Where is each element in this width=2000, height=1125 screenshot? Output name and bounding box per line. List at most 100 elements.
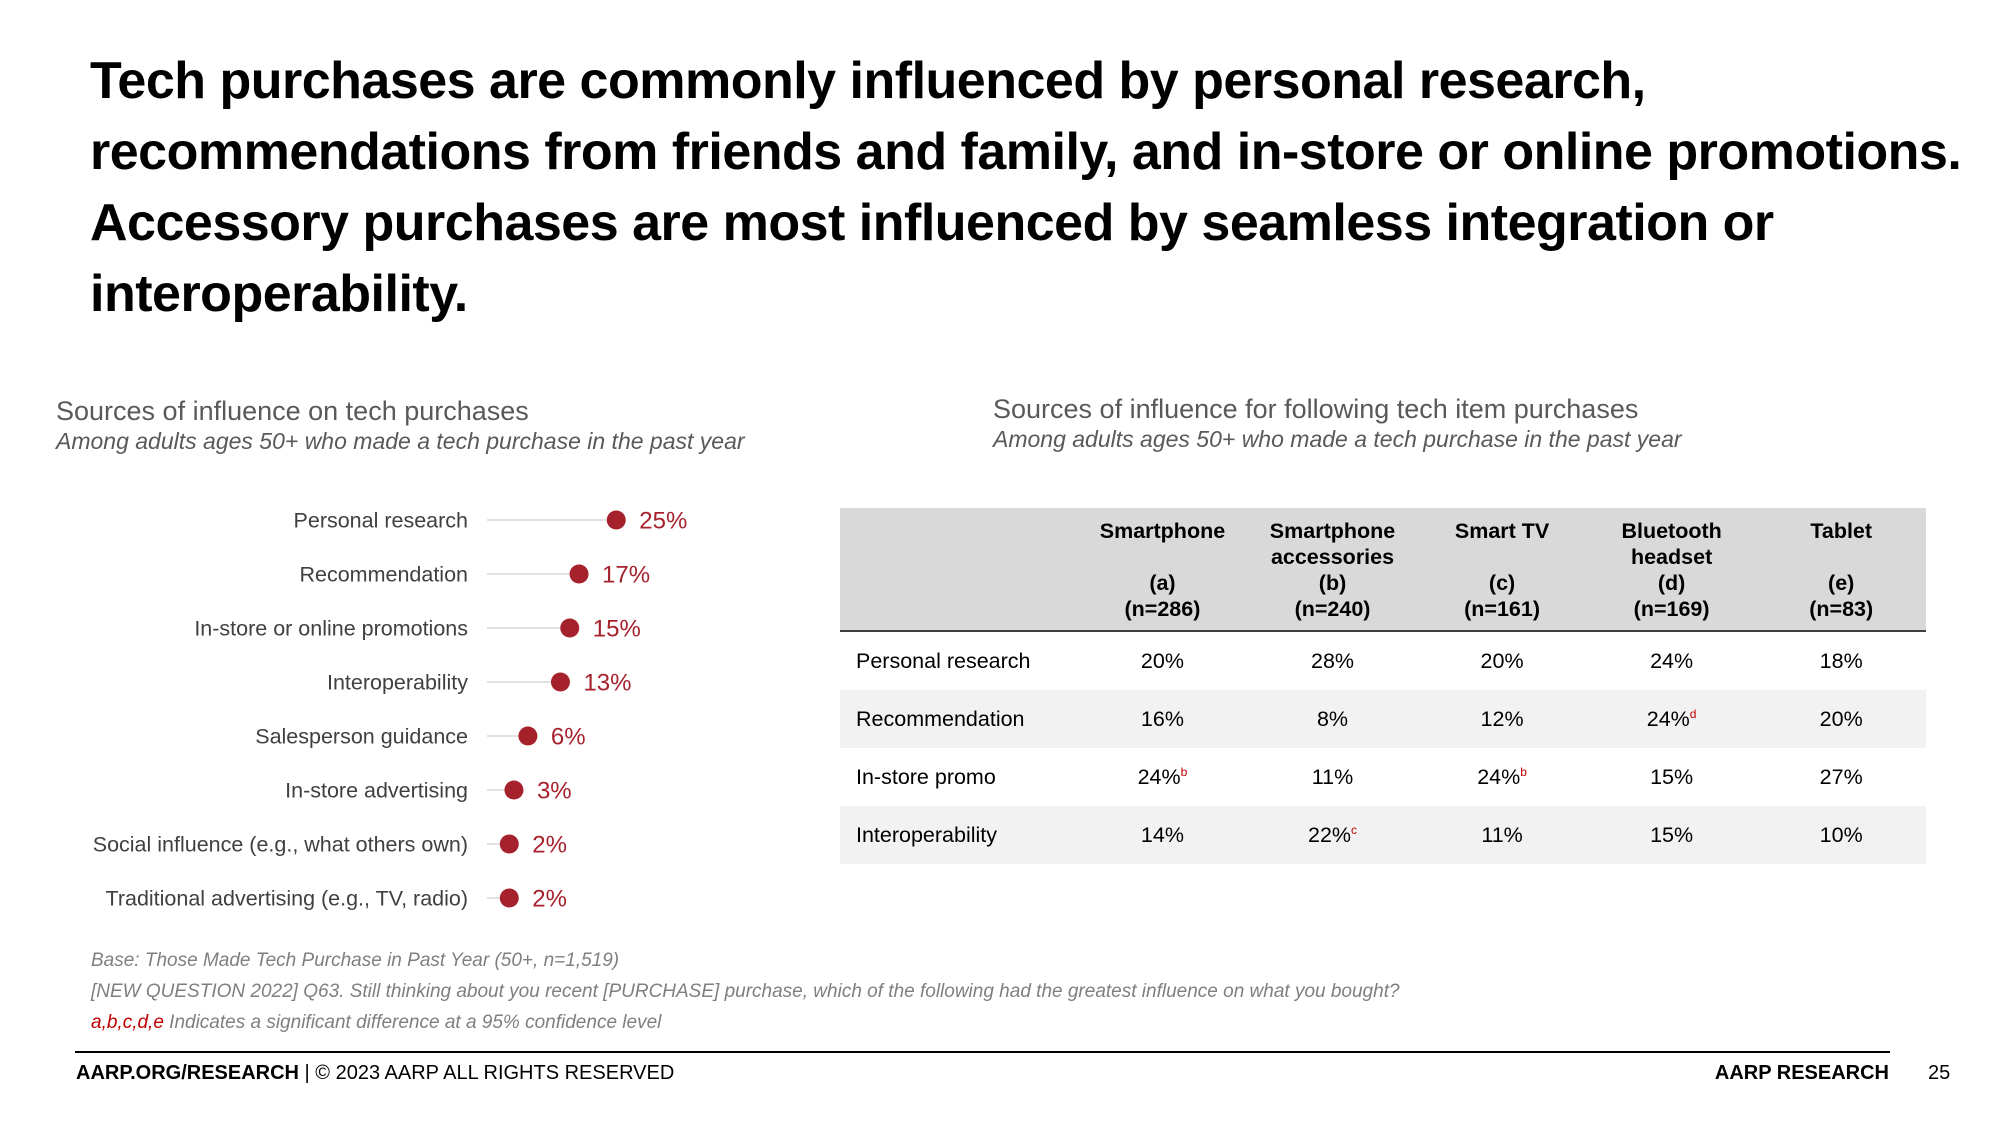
cell-value: 18% [1819, 648, 1863, 673]
col-letter: (d) [1657, 571, 1686, 595]
cell-value: 16% [1140, 706, 1184, 731]
table-cell: 24% [1587, 631, 1757, 690]
table-cell: 28% [1248, 631, 1418, 690]
col-n: (n=161) [1464, 597, 1540, 621]
table-row: Recommendation 16% 8% 12% 24%d 20% [840, 690, 1926, 748]
table-cell: 11% [1417, 806, 1587, 864]
value-label: 17% [602, 562, 650, 589]
lollipop-dot [518, 726, 538, 746]
col-name: Tablet [1810, 519, 1873, 543]
col-n: (n=286) [1124, 597, 1201, 621]
col-n: (n=83) [1809, 597, 1874, 621]
table-cell: 8% [1247, 690, 1418, 748]
cell-value: 20% [1819, 706, 1863, 731]
table-row: Personal research 20% 28% 20% 24% 18% [840, 631, 1926, 690]
base-note: Base: Those Made Tech Purchase in Past Y… [91, 950, 620, 971]
table-cell: 20% [1077, 631, 1248, 690]
col-letter: (c) [1488, 571, 1516, 595]
left-chart-subtitle: Among adults ages 50+ who made a tech pu… [56, 428, 745, 454]
cell-value: 8% [1316, 706, 1349, 731]
category-label: In-store or online promotions [194, 617, 468, 641]
table-cell: 11% [1248, 748, 1418, 806]
cell-value: 11% [1481, 822, 1523, 847]
table-cell: 27% [1756, 748, 1926, 806]
influence-lollipop-chart: Personal research 25% Recommendation 17% In-… [93, 508, 688, 913]
cell-value: 14% [1140, 822, 1184, 847]
table-col-header: Smart TV (c) (n=161) [1417, 508, 1587, 632]
lollipop-dot [504, 780, 524, 800]
headline-line-1: Tech purchases are commonly influenced b… [90, 52, 1646, 110]
sig-marker: d [1689, 706, 1697, 721]
sig-marker: b [1180, 764, 1188, 779]
headline-line-3: Accessory purchases are most influenced … [90, 194, 1774, 252]
headline-line-2: recommendations from friends and family,… [90, 123, 1962, 181]
footer-left: AARP.ORG/RESEARCH | © 2023 AARP ALL RIGH… [76, 1062, 674, 1085]
sig-marker: c [1351, 822, 1358, 837]
col-n: (n=169) [1633, 597, 1710, 621]
slide-headline: Tech purchases are commonly influenced b… [90, 46, 1962, 330]
right-table-title: Sources of influence for following tech … [993, 394, 1639, 424]
cell-value: 24% [1137, 764, 1181, 789]
table-col-header: Bluetooth headset (d) (n=169) [1586, 508, 1757, 632]
cell-value: 28% [1310, 648, 1355, 673]
sig-marker: b [1520, 764, 1527, 779]
cell-value: 12% [1480, 706, 1524, 731]
table-row: In-store promo 24%b 11% 24%b 15% 27% [840, 748, 1926, 806]
table-cell: 12% [1417, 690, 1587, 748]
value-label: 13% [583, 670, 631, 697]
row-label: Personal research [856, 648, 1031, 673]
table-row: Interoperability 14% 22%c 11% 15% 10% [840, 806, 1926, 864]
table-col-header: Smartphone accessories (b) (n=240) [1247, 508, 1418, 632]
lollipop-dot [606, 510, 626, 530]
category-label: Salesperson guidance [255, 725, 468, 749]
category-label: Traditional advertising (e.g., TV, radio… [106, 887, 469, 911]
table-cell: 24%d [1586, 690, 1757, 748]
value-label: 25% [639, 508, 687, 535]
cell-value: 24% [1650, 648, 1694, 673]
table-cell: 20% [1756, 690, 1926, 748]
col-name: Bluetooth headset [1621, 519, 1722, 569]
cell-value: 10% [1819, 822, 1863, 847]
table-header-row: Smartphone (a) (n=286) Smartphone access… [840, 508, 1926, 632]
cell-value: 15% [1650, 764, 1694, 789]
headline-line-4: interoperability. [90, 265, 468, 323]
value-label: 15% [593, 616, 641, 643]
footer-divider [75, 1051, 1890, 1053]
table-cell: 20% [1417, 631, 1587, 690]
footer-site: AARP.ORG/RESEARCH [76, 1062, 299, 1084]
footnotes: Base: Those Made Tech Purchase in Past Y… [91, 950, 1400, 1043]
col-name: Smartphone accessories [1269, 519, 1396, 569]
row-label: Recommendation [840, 690, 1078, 748]
cell-value: 22% [1307, 822, 1352, 847]
table-cell: 24%b [1417, 748, 1587, 806]
row-label: In-store promo [856, 764, 996, 789]
lollipop-dot [550, 672, 570, 692]
col-letter: (e) [1828, 571, 1855, 595]
table-cell: 22%c [1247, 806, 1418, 864]
cell-value: 20% [1480, 648, 1524, 673]
table-cell: 15% [1587, 748, 1757, 806]
col-letter: (b) [1318, 571, 1347, 595]
col-name: Smartphone [1099, 519, 1226, 543]
table-cell: 18% [1756, 631, 1926, 690]
left-chart-title: Sources of influence on tech purchases [56, 396, 529, 426]
lollipop-dot [499, 888, 519, 908]
lollipop-dot [499, 834, 519, 854]
col-letter: (a) [1149, 571, 1176, 595]
cell-value: 24% [1646, 706, 1690, 731]
question-note: [NEW QUESTION 2022] Q63. Still thinking … [91, 981, 1400, 1002]
row-label: Interoperability [840, 806, 1078, 864]
table-cell: 14% [1077, 806, 1248, 864]
significance-letters: a,b,c,d,e [91, 1012, 164, 1033]
cell-value: 11% [1311, 764, 1354, 789]
table-cell: 16% [1077, 690, 1248, 748]
significance-note: a,b,c,d,e Indicates a significant differ… [91, 1012, 1400, 1043]
col-n: (n=240) [1294, 597, 1371, 621]
item-purchase-table: Smartphone (a) (n=286) Smartphone access… [840, 508, 1926, 864]
col-name: Smart TV [1454, 519, 1550, 543]
right-table-subtitle: Among adults ages 50+ who made a tech pu… [993, 426, 1682, 452]
value-label: 6% [551, 724, 586, 751]
lollipop-dot [569, 564, 589, 584]
cell-value: 15% [1650, 822, 1694, 847]
table-cell: 10% [1756, 806, 1926, 864]
